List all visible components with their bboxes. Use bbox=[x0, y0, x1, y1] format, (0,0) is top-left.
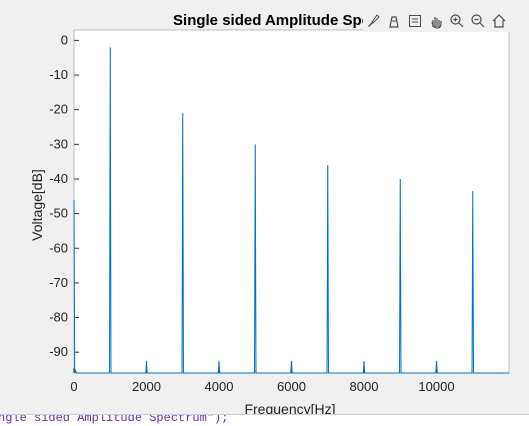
y-tick-label: -60 bbox=[49, 240, 68, 255]
pan-icon[interactable] bbox=[426, 11, 446, 31]
x-tick-label: 0 bbox=[70, 379, 77, 394]
home-icon[interactable] bbox=[489, 11, 509, 31]
x-axis-label: Frequency[Hz] bbox=[244, 401, 335, 417]
x-axis-ticks: 0 2000 4000 6000 8000 10000 bbox=[70, 368, 455, 394]
legend-icon[interactable] bbox=[405, 11, 425, 31]
y-axis-label: Voltage[dB] bbox=[29, 169, 45, 241]
axes-area[interactable] bbox=[73, 29, 510, 374]
spectrum-series-line bbox=[73, 47, 509, 374]
zoom-in-icon[interactable] bbox=[447, 11, 467, 31]
y-tick-label: -50 bbox=[49, 206, 68, 221]
x-tick-label: 6000 bbox=[277, 379, 306, 394]
y-tick-label: -70 bbox=[49, 275, 68, 290]
y-tick-label: 0 bbox=[61, 32, 68, 47]
command-window-line: ngle sided Amplitude Spectrum"); bbox=[0, 414, 529, 426]
data-tip-icon[interactable] bbox=[384, 11, 404, 31]
x-tick-label: 2000 bbox=[132, 379, 161, 394]
y-tick-label: -30 bbox=[49, 136, 68, 151]
x-tick-label: 4000 bbox=[205, 379, 234, 394]
zoom-out-icon[interactable] bbox=[468, 11, 488, 31]
y-tick-label: -10 bbox=[49, 67, 68, 82]
axes-toolbar bbox=[363, 10, 510, 32]
y-tick-label: -80 bbox=[49, 310, 68, 325]
y-tick-label: -40 bbox=[49, 171, 68, 186]
y-tick-label: -90 bbox=[49, 344, 68, 359]
chart-title: Single sided Amplitude Spe bbox=[173, 12, 370, 29]
command-text: ngle sided Amplitude Spectrum"); bbox=[0, 414, 229, 425]
brush-icon[interactable] bbox=[363, 11, 383, 31]
x-tick-label: 8000 bbox=[350, 379, 379, 394]
y-tick-label: -20 bbox=[49, 102, 68, 117]
x-tick-label: 10000 bbox=[418, 379, 454, 394]
